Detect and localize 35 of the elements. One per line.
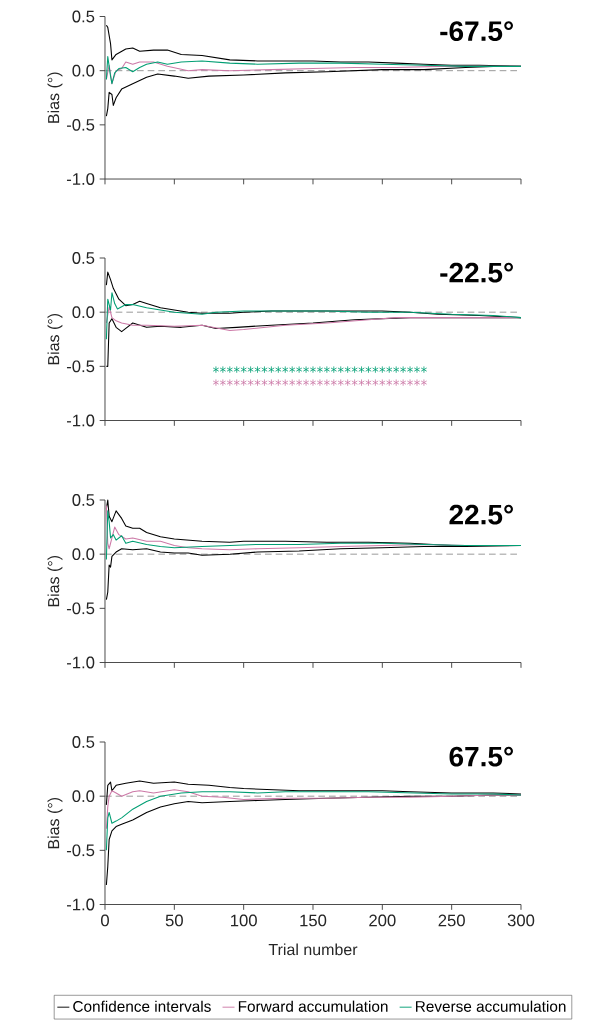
y-tick-label: 0.0: [72, 548, 95, 561]
x-tick-label: 100: [231, 914, 257, 927]
y-tick-label: 0.0: [72, 790, 95, 803]
y-tick-label: -1.0: [66, 898, 95, 911]
y-tick-label: -1.0: [66, 656, 95, 669]
y-tick-label: -0.5: [66, 118, 95, 131]
y-axis-title: Bias (°): [47, 555, 63, 607]
chart-title: 67.5°: [449, 746, 513, 767]
legend-label: Forward accumulation: [238, 1000, 388, 1012]
x-tick-label: 50: [165, 914, 183, 927]
y-axis-title: Bias (°): [47, 313, 63, 365]
y-tick-label: 0.5: [72, 252, 95, 264]
x-tick-label: 200: [369, 914, 396, 927]
y-tick-label: 0.5: [72, 736, 95, 748]
chart-title: -67.5°: [440, 21, 513, 42]
chart-title: 22.5°: [449, 504, 513, 525]
x-axis-title: Trial number: [268, 943, 358, 956]
y-tick-label: -0.5: [66, 844, 95, 857]
y-tick-label: 0.0: [72, 64, 95, 77]
y-tick-label: -1.0: [66, 414, 95, 427]
chart-title: -22.5°: [440, 262, 513, 283]
legend-label: Confidence intervals: [73, 1000, 211, 1012]
y-axis-title: Bias (°): [47, 72, 63, 123]
y-tick-label: -0.5: [66, 602, 95, 615]
x-tick-label: 0: [101, 914, 109, 927]
y-axis-title: Bias (°): [47, 797, 63, 849]
y-tick-label: 0.5: [72, 494, 95, 506]
x-tick-label: 250: [438, 914, 465, 927]
legend-label: Reverse accumulation: [416, 1000, 566, 1012]
y-tick-label: 0.5: [72, 10, 95, 23]
x-tick-label: 150: [300, 914, 327, 927]
y-tick-label: 0.0: [72, 306, 95, 319]
y-tick-label: -1.0: [66, 173, 95, 185]
x-tick-label: 300: [507, 914, 535, 927]
y-tick-label: -0.5: [66, 360, 95, 373]
